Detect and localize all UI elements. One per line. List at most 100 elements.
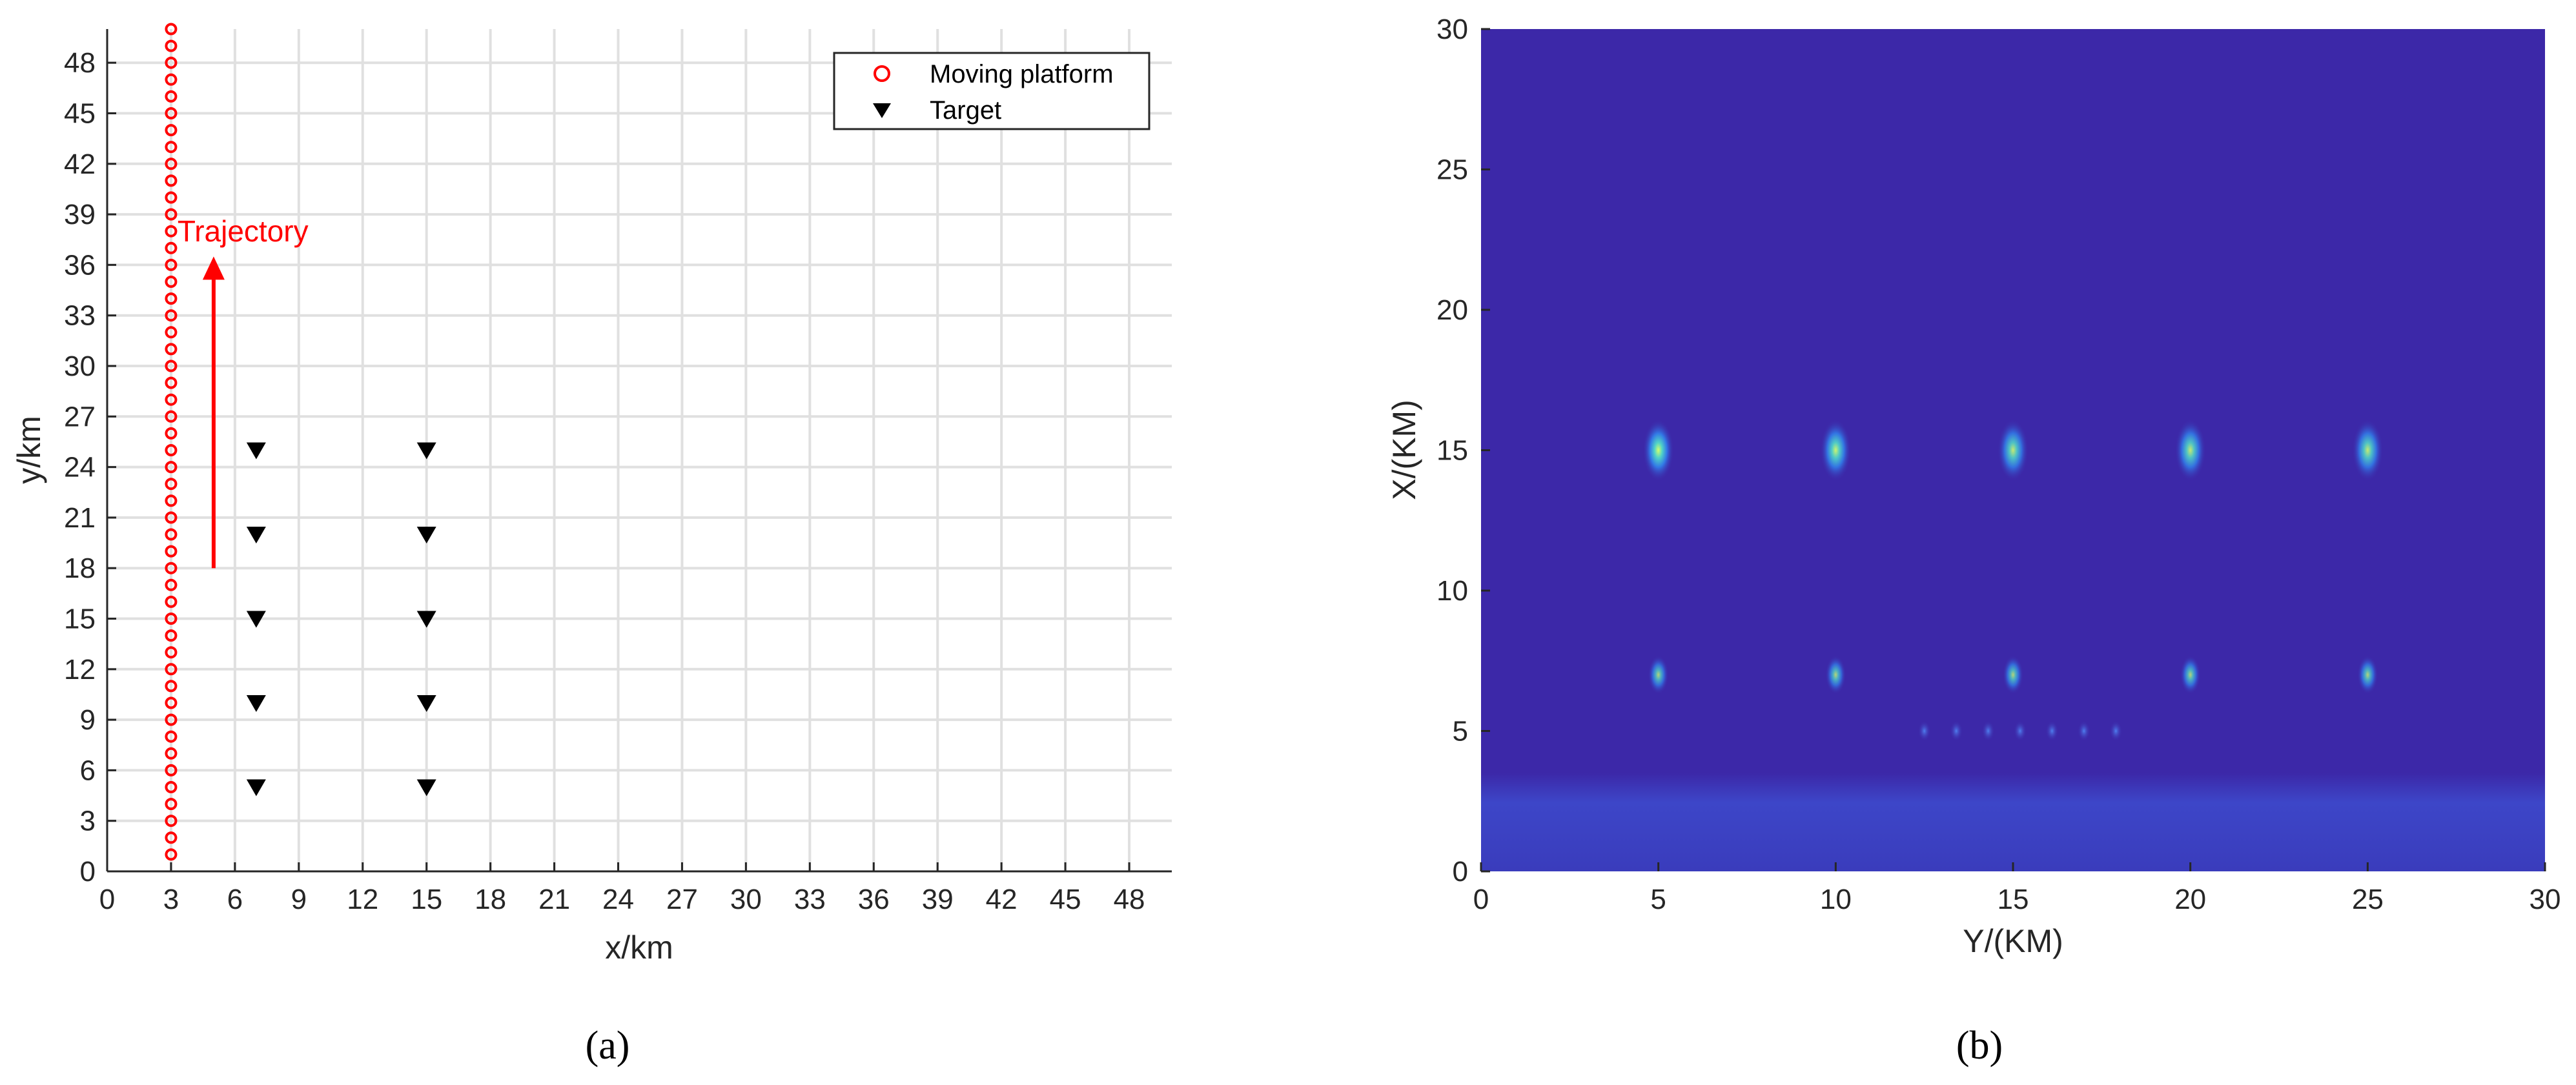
platform-point (165, 276, 178, 288)
platform-point (165, 545, 178, 558)
a-y-axis-label: y/km (11, 416, 47, 484)
platform-point (165, 696, 178, 709)
platform-point (165, 410, 178, 423)
platform-point (165, 191, 178, 204)
a-x-tick-label: 30 (730, 884, 762, 915)
a-x-tick-label: 15 (411, 884, 442, 915)
a-y-tick-label: 27 (64, 401, 96, 432)
platform-point (165, 241, 178, 254)
target-point (416, 442, 436, 460)
target-point (416, 695, 436, 712)
b-x-tick-label: 0 (1473, 884, 1489, 915)
panel-a-scatter: 0 3 6 9 12 15 18 21 24 27 30 33 36 39 42 45 48 036912151… (11, 23, 1172, 1068)
a-caption: (a) (586, 1024, 630, 1068)
platform-point (165, 225, 178, 238)
a-x-tick-label: 48 (1114, 884, 1145, 915)
platform-point (165, 376, 178, 389)
a-y-tick-label: 3 (80, 806, 96, 837)
a-trajectory-annotation: Trajectory (178, 214, 309, 569)
sidelobe-spot (2013, 720, 2027, 742)
target-point (416, 527, 436, 543)
b-x-tick-label: 30 (2530, 884, 2561, 915)
platform-point (165, 613, 178, 625)
a-y-tick-label: 0 (80, 856, 96, 887)
platform-point (165, 427, 178, 440)
platform-point (165, 343, 178, 356)
a-x-tick-label: 12 (347, 884, 378, 915)
a-x-tick-label: 39 (922, 884, 954, 915)
platform-point (165, 713, 178, 726)
platform-point (165, 292, 178, 305)
heatmap-peak (1820, 419, 1852, 482)
platform-point (165, 478, 178, 491)
a-y-tick-label: 39 (64, 199, 96, 230)
heatmap-peak (2352, 419, 2384, 482)
platform-point (165, 141, 178, 154)
platform-point (165, 511, 178, 524)
b-x-tick-label: 20 (2174, 884, 2206, 915)
heatmap-peak (1648, 655, 1669, 695)
target-point (246, 527, 266, 543)
a-x-tick-label: 6 (227, 884, 243, 915)
b-x-ticks: 0 5 10 15 20 25 30 (1473, 862, 2561, 915)
platform-point (165, 326, 178, 339)
b-y-tick-label: 0 (1453, 856, 1468, 887)
platform-point (165, 747, 178, 760)
platform-point (165, 680, 178, 693)
heatmap-peak (1998, 419, 2029, 482)
a-x-tick-label: 24 (602, 884, 634, 915)
platform-point (165, 90, 178, 103)
platform-point (165, 528, 178, 541)
legend-platform-label: Moving platform (930, 60, 1114, 88)
target-point (246, 611, 266, 628)
a-y-tick-label: 48 (64, 47, 96, 79)
platform-point (165, 174, 178, 187)
platform-point (165, 595, 178, 608)
target-point (416, 611, 436, 628)
a-legend: Moving platform Target (833, 52, 1150, 130)
legend-target-marker (873, 103, 891, 118)
platform-point (165, 831, 178, 844)
platform-point (165, 444, 178, 456)
heatmap-peak (1825, 655, 1846, 695)
b-y-ticks: 0 5 10 15 20 25 30 (1436, 14, 1490, 887)
legend-target-label: Target (930, 96, 1001, 125)
a-y-tick-label: 6 (80, 755, 96, 786)
b-y-tick-label: 30 (1436, 14, 1468, 45)
platform-point (165, 562, 178, 574)
target-point (246, 779, 266, 796)
b-y-axis-label: X/(KM) (1386, 400, 1422, 500)
platform-point (165, 107, 178, 119)
target-point (246, 695, 266, 712)
platform-point (165, 646, 178, 659)
a-y-tick-label: 12 (64, 654, 96, 685)
a-y-tick-label: 45 (64, 98, 96, 130)
platform-point (165, 309, 178, 322)
a-x-tick-label: 42 (986, 884, 1017, 915)
legend-box (833, 52, 1150, 130)
a-y-tick-label: 42 (64, 148, 96, 180)
heatmap-peak (2357, 655, 2378, 695)
a-x-tick-label: 0 (99, 884, 115, 915)
a-x-tick-label: 45 (1050, 884, 1081, 915)
a-series-moving-platform (165, 23, 178, 861)
platform-point (165, 663, 178, 676)
b-x-tick-label: 10 (1820, 884, 1852, 915)
a-axes (106, 29, 1172, 873)
b-y-tick-label: 15 (1436, 435, 1468, 467)
a-y-tick-label: 36 (64, 249, 96, 281)
heatmap-sidelobes (1917, 720, 2123, 742)
a-y-tick-label: 15 (64, 603, 96, 635)
target-point (246, 442, 266, 460)
platform-point (165, 393, 178, 406)
platform-point (165, 56, 178, 69)
a-x-tick-label: 33 (794, 884, 826, 915)
platform-point (165, 798, 178, 811)
trajectory-arrow-head (202, 256, 225, 280)
trajectory-label: Trajectory (178, 214, 309, 248)
platform-point (165, 258, 178, 271)
b-y-tick-label: 10 (1436, 575, 1468, 607)
